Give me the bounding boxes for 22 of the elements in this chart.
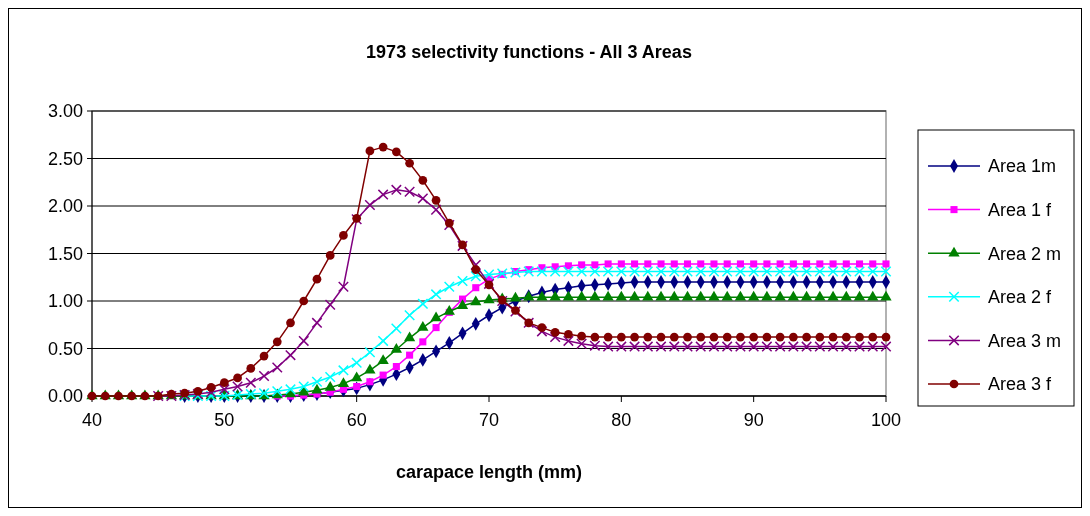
legend-label: Area 3 m [988,330,1062,351]
x-tick-label: 100 [870,410,902,430]
legend-label: Area 3 f [988,374,1053,395]
x-tick-label: 70 [478,410,500,430]
legend-label: Area 1m [988,156,1057,177]
y-tick-label: 0.50 [47,338,83,359]
y-tick-label: 3.00 [47,101,83,122]
y-tick-label: 1.50 [47,243,83,264]
x-tick-label: 40 [81,410,103,430]
legend-label: Area 2 m [988,243,1062,264]
chart-title: 1973 selectivity functions - All 3 Areas [366,42,692,62]
y-tick-label: 2.00 [47,196,83,217]
x-axis-title: carapace length (mm) [395,462,583,482]
x-tick-label: 90 [743,410,764,430]
x-tick-label: 60 [346,410,367,430]
y-tick-label: 2.50 [47,148,83,169]
legend-label: Area 2 f [988,287,1053,308]
x-tick-label: 50 [214,410,235,430]
y-tick-label: 0.00 [47,386,83,407]
x-tick-label: 80 [611,410,632,430]
legend-label: Area 1 f [988,199,1053,220]
y-tick-label: 1.00 [47,291,83,312]
